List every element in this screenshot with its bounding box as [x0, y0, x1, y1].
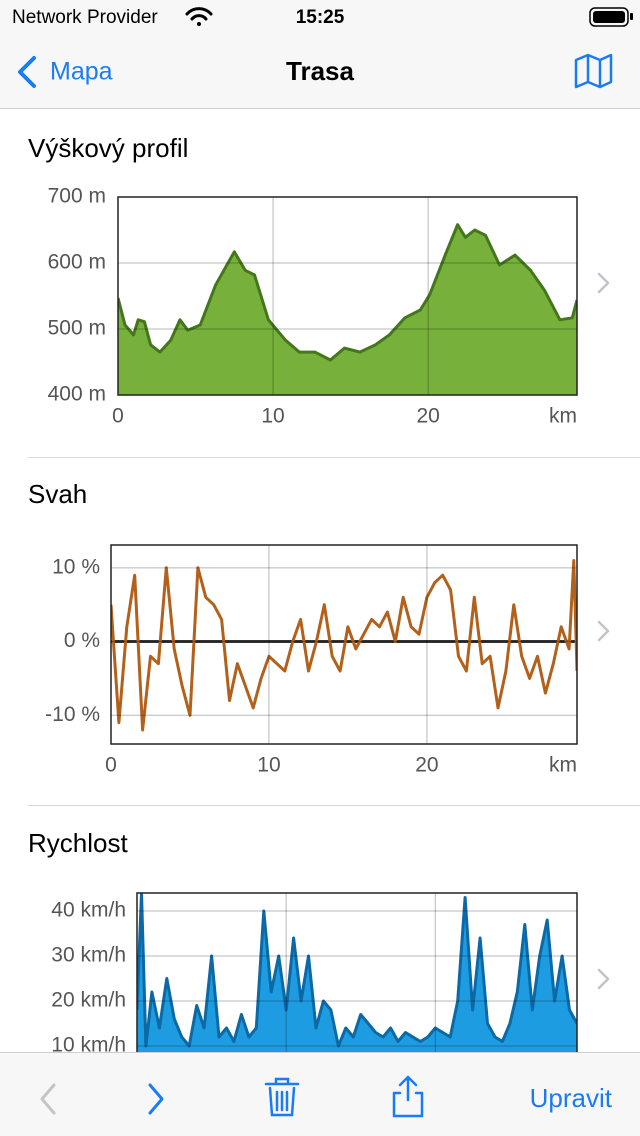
x-tick-label: 10 — [257, 754, 280, 777]
delete-button[interactable] — [264, 1077, 300, 1117]
y-tick-label: 400 m — [48, 383, 106, 406]
x-tick-label: 20 — [415, 754, 438, 777]
disclosure-chevron — [597, 272, 610, 294]
data-line — [118, 223, 577, 362]
back-button[interactable]: Mapa — [18, 56, 113, 88]
charts: Výškový profil 400 m 500 m 600 m 700 m 0 10 20 k… — [28, 133, 610, 1124]
top-bar-bg — [0, 0, 640, 108]
x-tick-label: 0 — [105, 754, 117, 777]
chart-title: Svah — [28, 479, 87, 509]
x-axis-label: km — [549, 405, 577, 428]
toolbar-bg — [0, 1052, 640, 1136]
y-tick-label: 30 km/h — [51, 944, 126, 967]
wifi-icon — [185, 7, 213, 26]
area-fill — [118, 224, 577, 395]
plot-area — [111, 559, 577, 732]
disclosure-chevron — [597, 968, 610, 990]
share-button[interactable] — [392, 1075, 424, 1118]
y-tick-label: 500 m — [48, 317, 106, 340]
y-tick-label: 10 km/h — [51, 1034, 126, 1057]
x-tick-label: 0 — [112, 405, 124, 428]
y-tick-label: 40 km/h — [51, 899, 126, 922]
battery-icon — [589, 7, 633, 27]
back-label[interactable]: Mapa — [50, 58, 113, 86]
x-axis-label: km — [549, 754, 577, 777]
y-tick-label: 20 km/h — [51, 989, 126, 1012]
map-button[interactable] — [574, 53, 613, 89]
data-line — [137, 893, 577, 1048]
y-tick-label: 700 m — [48, 185, 106, 208]
plot-area — [118, 223, 577, 395]
next-button[interactable] — [148, 1083, 164, 1115]
chart: Výškový profil 400 m 500 m 600 m 700 m 0 10 20 k… — [28, 133, 610, 428]
x-tick-label: 20 — [416, 405, 439, 428]
y-tick-label: 10 % — [52, 555, 100, 578]
plot-area — [137, 893, 577, 1091]
chart-title: Výškový profil — [28, 133, 188, 163]
y-tick-label: -10 % — [45, 703, 100, 726]
chart: Svah -10 % 0 % 10 % 0 10 20 km — [28, 479, 610, 777]
carrier: Network Provider — [12, 7, 158, 28]
plot-frame — [117, 196, 578, 396]
edit-button[interactable]: Upravit — [530, 1083, 613, 1113]
y-tick-label: 600 m — [48, 251, 106, 274]
data-line — [111, 559, 577, 732]
toolbar: Upravit — [0, 1052, 640, 1136]
plot-frame — [110, 544, 578, 745]
previous-button[interactable] — [40, 1083, 56, 1115]
disclosure-chevron — [597, 620, 610, 642]
clock: 15:25 — [296, 7, 345, 28]
back-chevron[interactable] — [18, 56, 36, 88]
y-tick-label: 0 % — [64, 629, 100, 652]
chart-title: Rychlost — [28, 828, 128, 858]
x-tick-label: 10 — [261, 405, 284, 428]
nav-title: Trasa — [286, 56, 354, 86]
